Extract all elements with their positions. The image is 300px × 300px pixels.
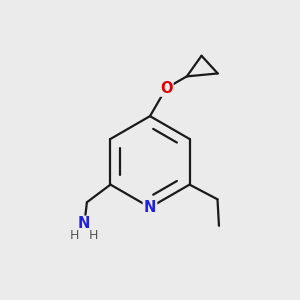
Text: N: N [144,200,156,215]
Text: H: H [89,229,98,242]
Text: O: O [160,81,172,96]
Text: N: N [78,216,90,231]
Text: H: H [70,229,79,242]
